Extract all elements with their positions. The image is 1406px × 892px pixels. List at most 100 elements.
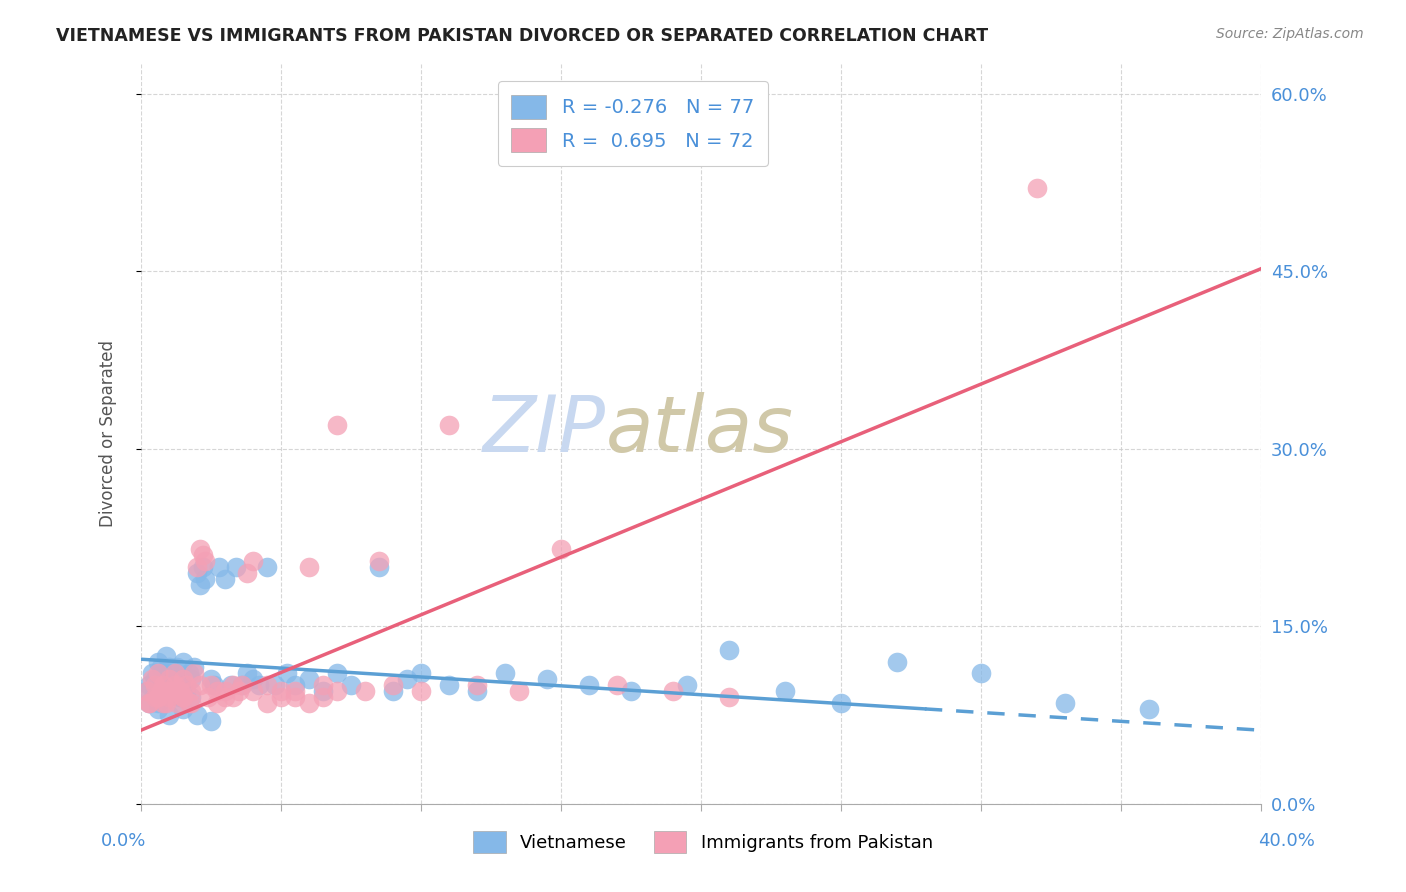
Point [368, 554, 391, 568]
Text: ZIP: ZIP [482, 392, 606, 468]
Point [970, 666, 993, 681]
Point [200, 673, 222, 687]
Point [186, 566, 208, 580]
Point [191, 548, 214, 562]
Point [160, 673, 183, 687]
Point [200, 714, 222, 728]
Point [284, 684, 307, 698]
Point [138, 696, 160, 710]
Point [717, 642, 740, 657]
Point [256, 696, 278, 710]
Point [191, 560, 214, 574]
Point [172, 702, 194, 716]
Point [536, 673, 558, 687]
Point [200, 678, 222, 692]
Point [180, 690, 202, 704]
Point [169, 673, 191, 687]
Text: 40.0%: 40.0% [1258, 831, 1315, 849]
Point [166, 684, 188, 698]
Point [276, 666, 298, 681]
Point [465, 678, 488, 692]
Point [381, 678, 404, 692]
Point [174, 678, 197, 692]
Point [149, 684, 172, 698]
Y-axis label: Divorced or Separated: Divorced or Separated [100, 341, 117, 527]
Point [143, 673, 166, 687]
Point [172, 690, 194, 704]
Point [886, 655, 908, 669]
Point [312, 678, 335, 692]
Point [312, 684, 335, 698]
Legend: R = -0.276   N = 77, R =  0.695   N = 72: R = -0.276 N = 77, R = 0.695 N = 72 [498, 81, 768, 166]
Point [409, 666, 432, 681]
Point [194, 554, 217, 568]
Point [284, 690, 307, 704]
Point [395, 673, 418, 687]
Point [270, 690, 292, 704]
Point [143, 690, 166, 704]
Point [284, 678, 307, 692]
Point [135, 684, 157, 698]
Text: VIETNAMESE VS IMMIGRANTS FROM PAKISTAN DIVORCED OR SEPARATED CORRELATION CHART: VIETNAMESE VS IMMIGRANTS FROM PAKISTAN D… [56, 27, 988, 45]
Point [172, 655, 194, 669]
Point [214, 684, 236, 698]
Point [172, 690, 194, 704]
Point [242, 684, 264, 698]
Point [155, 696, 177, 710]
Point [437, 417, 460, 432]
Point [550, 542, 572, 557]
Point [1137, 702, 1160, 716]
Point [194, 572, 217, 586]
Point [256, 678, 278, 692]
Point [242, 554, 264, 568]
Point [830, 696, 852, 710]
Point [717, 690, 740, 704]
Point [606, 678, 628, 692]
Point [146, 655, 169, 669]
Point [152, 678, 174, 692]
Point [186, 560, 208, 574]
Point [146, 696, 169, 710]
Point [157, 673, 180, 687]
Point [174, 684, 197, 698]
Point [177, 666, 200, 681]
Point [138, 678, 160, 692]
Point [152, 678, 174, 692]
Point [163, 678, 186, 692]
Point [146, 702, 169, 716]
Point [208, 560, 231, 574]
Point [155, 648, 177, 663]
Point [149, 660, 172, 674]
Point [157, 690, 180, 704]
Point [157, 690, 180, 704]
Point [202, 678, 225, 692]
Point [177, 696, 200, 710]
Point [188, 678, 211, 692]
Point [214, 690, 236, 704]
Point [163, 666, 186, 681]
Point [141, 673, 163, 687]
Point [242, 673, 264, 687]
Point [256, 560, 278, 574]
Point [247, 678, 270, 692]
Point [340, 678, 363, 692]
Point [197, 690, 219, 704]
Point [180, 684, 202, 698]
Point [155, 684, 177, 698]
Point [163, 666, 186, 681]
Point [1053, 696, 1076, 710]
Point [662, 684, 685, 698]
Point [222, 678, 245, 692]
Point [228, 684, 250, 698]
Point [236, 666, 259, 681]
Point [157, 678, 180, 692]
Point [231, 678, 253, 692]
Point [172, 678, 194, 692]
Point [219, 678, 242, 692]
Text: 0.0%: 0.0% [101, 831, 146, 849]
Legend: Vietnamese, Immigrants from Pakistan: Vietnamese, Immigrants from Pakistan [465, 824, 941, 861]
Point [180, 696, 202, 710]
Point [172, 673, 194, 687]
Point [163, 684, 186, 698]
Point [183, 660, 205, 674]
